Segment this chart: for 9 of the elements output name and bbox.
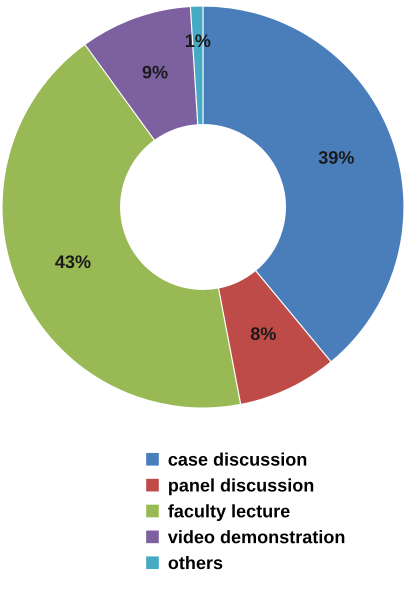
legend-label: panel discussion <box>169 478 314 496</box>
data-label: 8% <box>250 327 276 340</box>
legend-label: faculty lecture <box>168 504 290 522</box>
data-label: 43% <box>55 255 91 268</box>
data-label: 39% <box>318 151 354 164</box>
legend-label: case discussion <box>168 452 306 466</box>
legend-label: video demonstration <box>168 530 344 544</box>
legend-label: others <box>168 556 222 570</box>
data-label: 9% <box>142 66 168 79</box>
